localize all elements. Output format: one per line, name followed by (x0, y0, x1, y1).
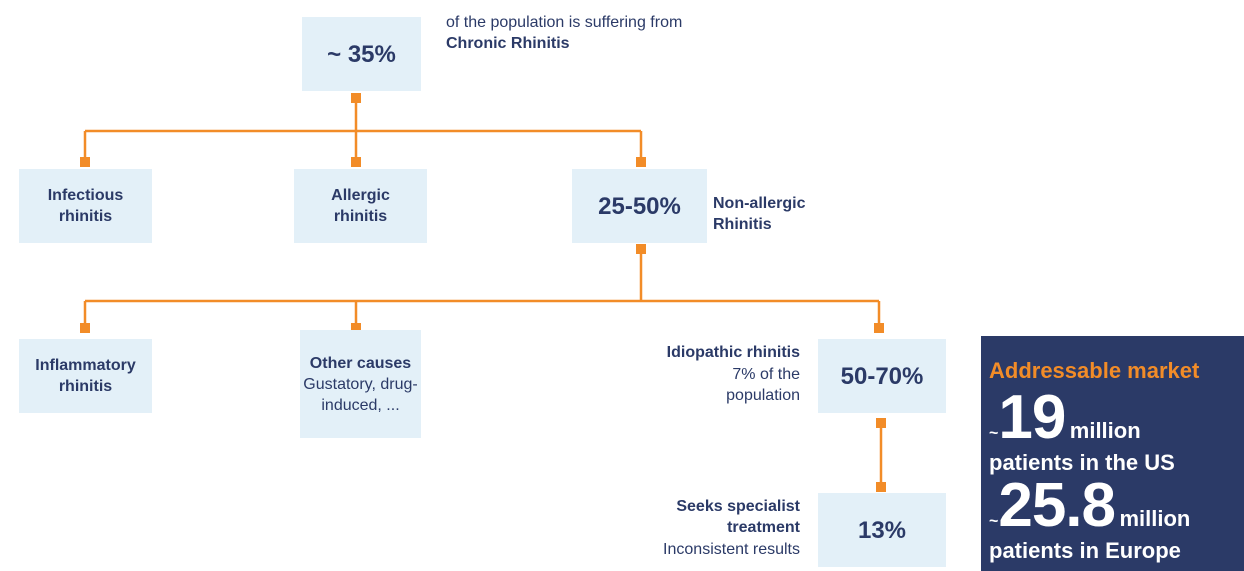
root-note: of the population is suffering from Chro… (446, 12, 696, 54)
market-figure: ~25.8 million (989, 470, 1190, 541)
nonallergic-box: 25-50% (572, 169, 707, 243)
market-figure: ~19 million (989, 382, 1141, 453)
root-value: ~ 35% (327, 40, 396, 68)
market-box: Addressable market ~19 million patients … (981, 336, 1244, 571)
unit: million (1119, 506, 1191, 531)
idiopathic-title: Idiopathic rhinitis (666, 344, 800, 361)
connector (83, 249, 881, 328)
title: Other causes (309, 354, 412, 372)
unit: million (1069, 418, 1141, 443)
value: 13% (857, 516, 907, 544)
note-bold: Chronic Rhinitis (446, 35, 570, 52)
inflammatory-box: Inflammatory rhinitis (19, 339, 152, 413)
value: 25-50% (598, 192, 681, 220)
root-box: ~ 35% (302, 17, 421, 91)
prefix: ~ (989, 513, 999, 530)
detail: Gustatory, drug-induced, ... (303, 375, 418, 414)
nonallergic-note: Non-allergic Rhinitis (713, 195, 806, 233)
number: 25.8 (998, 471, 1116, 540)
connector-dots (80, 93, 886, 492)
specialist-title: Seeks specialist treatment (676, 498, 800, 536)
value: 50-70% (840, 362, 924, 390)
label: Infectious rhinitis (47, 187, 124, 225)
market-label: patients in the US (989, 450, 1175, 475)
connector-lines (83, 98, 883, 487)
prefix: ~ (989, 425, 999, 442)
allergic-box: Allergic rhinitis (294, 169, 427, 243)
number: 19 (998, 383, 1066, 452)
other-box: Other causes Gustatory, drug-induced, ... (300, 330, 421, 438)
specialist-note: Inconsistent results (663, 541, 800, 558)
idiopathic-note: 7% of the population (726, 366, 800, 404)
infectious-box: Infectious rhinitis (19, 169, 152, 243)
note: of the population is suffering from (446, 14, 683, 31)
label: Allergic rhinitis (331, 187, 390, 225)
market-label: patients in Europe (989, 538, 1181, 563)
label: Inflammatory rhinitis (35, 357, 136, 395)
connector (83, 98, 643, 162)
idiopathic-box: 50-70% (818, 339, 946, 413)
market-title: Addressable market (989, 358, 1200, 383)
specialist-box: 13% (818, 493, 946, 567)
